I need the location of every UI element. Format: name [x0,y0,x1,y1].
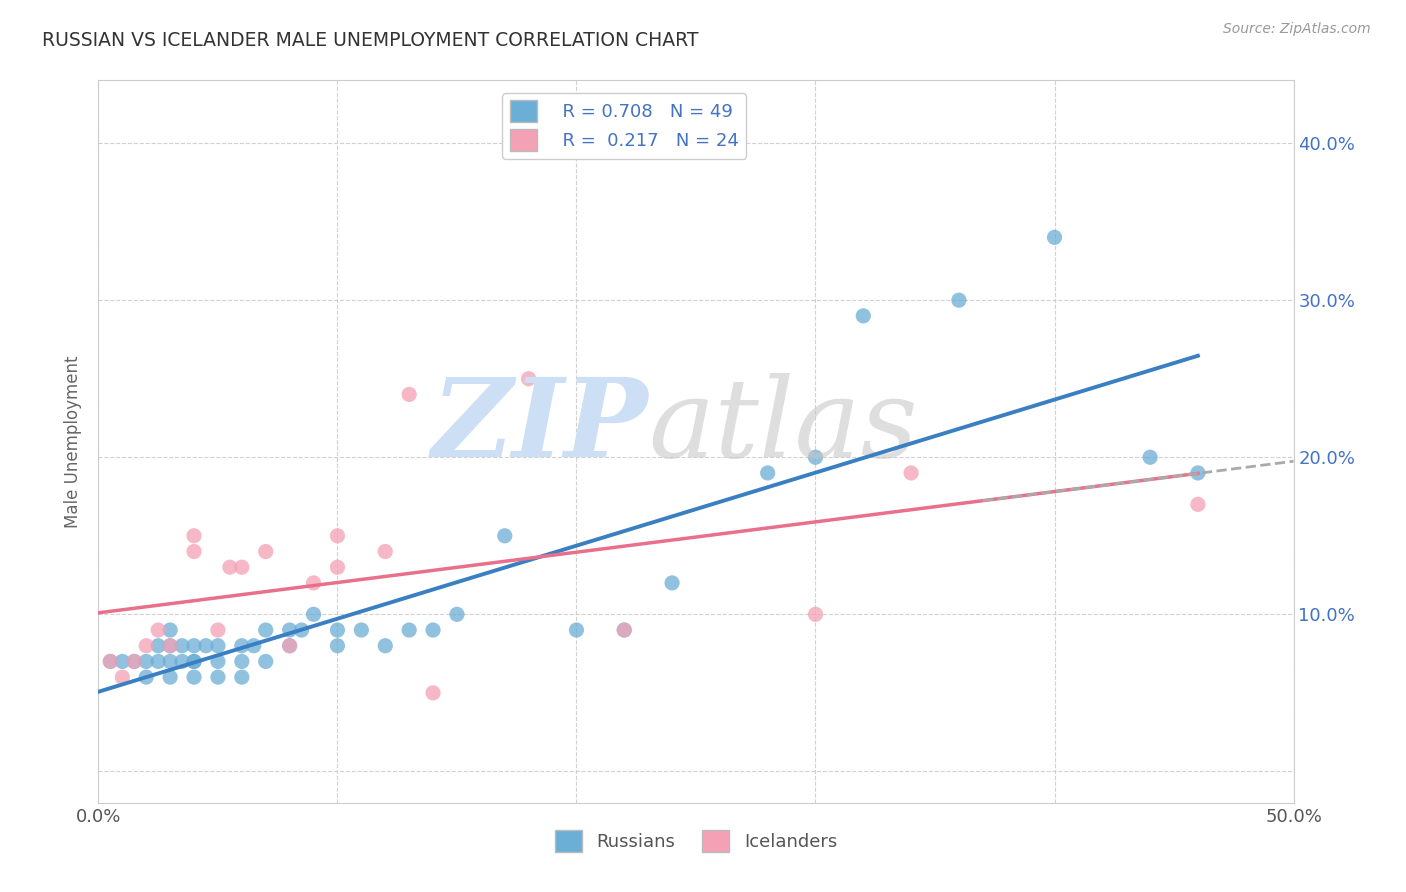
Point [172,639,194,653]
Point [159,639,181,653]
Point [254,655,277,669]
Point [398,387,420,401]
Point [1139,450,1161,465]
Point [183,655,205,669]
Point [948,293,970,308]
Point [326,560,349,574]
Point [278,623,301,637]
Text: atlas: atlas [648,374,918,481]
Point [1043,230,1066,244]
Point [195,639,218,653]
Point [326,529,349,543]
Point [254,544,277,558]
Point [219,560,242,574]
Point [111,670,134,684]
Point [159,623,181,637]
Point [804,607,827,622]
Point [148,655,170,669]
Point [756,466,779,480]
Point [98,655,122,669]
Point [207,670,229,684]
Point [207,623,229,637]
Point [900,466,922,480]
Point [183,529,205,543]
Point [326,639,349,653]
Point [517,372,540,386]
Point [207,655,229,669]
Point [291,623,314,637]
Point [124,655,146,669]
Point [302,575,325,590]
Point [613,623,636,637]
Point [350,623,373,637]
Point [231,670,253,684]
Point [98,655,122,669]
Point [148,639,170,653]
Point [565,623,588,637]
Text: Source: ZipAtlas.com: Source: ZipAtlas.com [1223,22,1371,37]
Point [852,309,875,323]
Point [159,670,181,684]
Point [446,607,468,622]
Text: ZIP: ZIP [432,374,648,481]
Point [135,670,157,684]
Point [135,639,157,653]
Point [422,623,444,637]
Point [207,639,229,653]
Text: RUSSIAN VS ICELANDER MALE UNEMPLOYMENT CORRELATION CHART: RUSSIAN VS ICELANDER MALE UNEMPLOYMENT C… [42,31,699,50]
Point [374,544,396,558]
Point [278,639,301,653]
Point [1187,497,1209,511]
Point [804,450,827,465]
Y-axis label: Male Unemployment: Male Unemployment [65,355,83,528]
Point [278,639,301,653]
Legend: Russians, Icelanders: Russians, Icelanders [547,822,845,859]
Point [254,623,277,637]
Point [159,639,181,653]
Point [302,607,325,622]
Point [135,655,157,669]
Point [183,670,205,684]
Point [148,623,170,637]
Point [374,639,396,653]
Point [231,655,253,669]
Point [159,655,181,669]
Point [183,639,205,653]
Point [183,655,205,669]
Point [326,623,349,637]
Point [494,529,516,543]
Point [111,655,134,669]
Point [1187,466,1209,480]
Point [172,655,194,669]
Point [661,575,683,590]
Point [613,623,636,637]
Point [231,639,253,653]
Point [243,639,266,653]
Point [422,686,444,700]
Point [231,560,253,574]
Point [398,623,420,637]
Point [124,655,146,669]
Point [183,544,205,558]
